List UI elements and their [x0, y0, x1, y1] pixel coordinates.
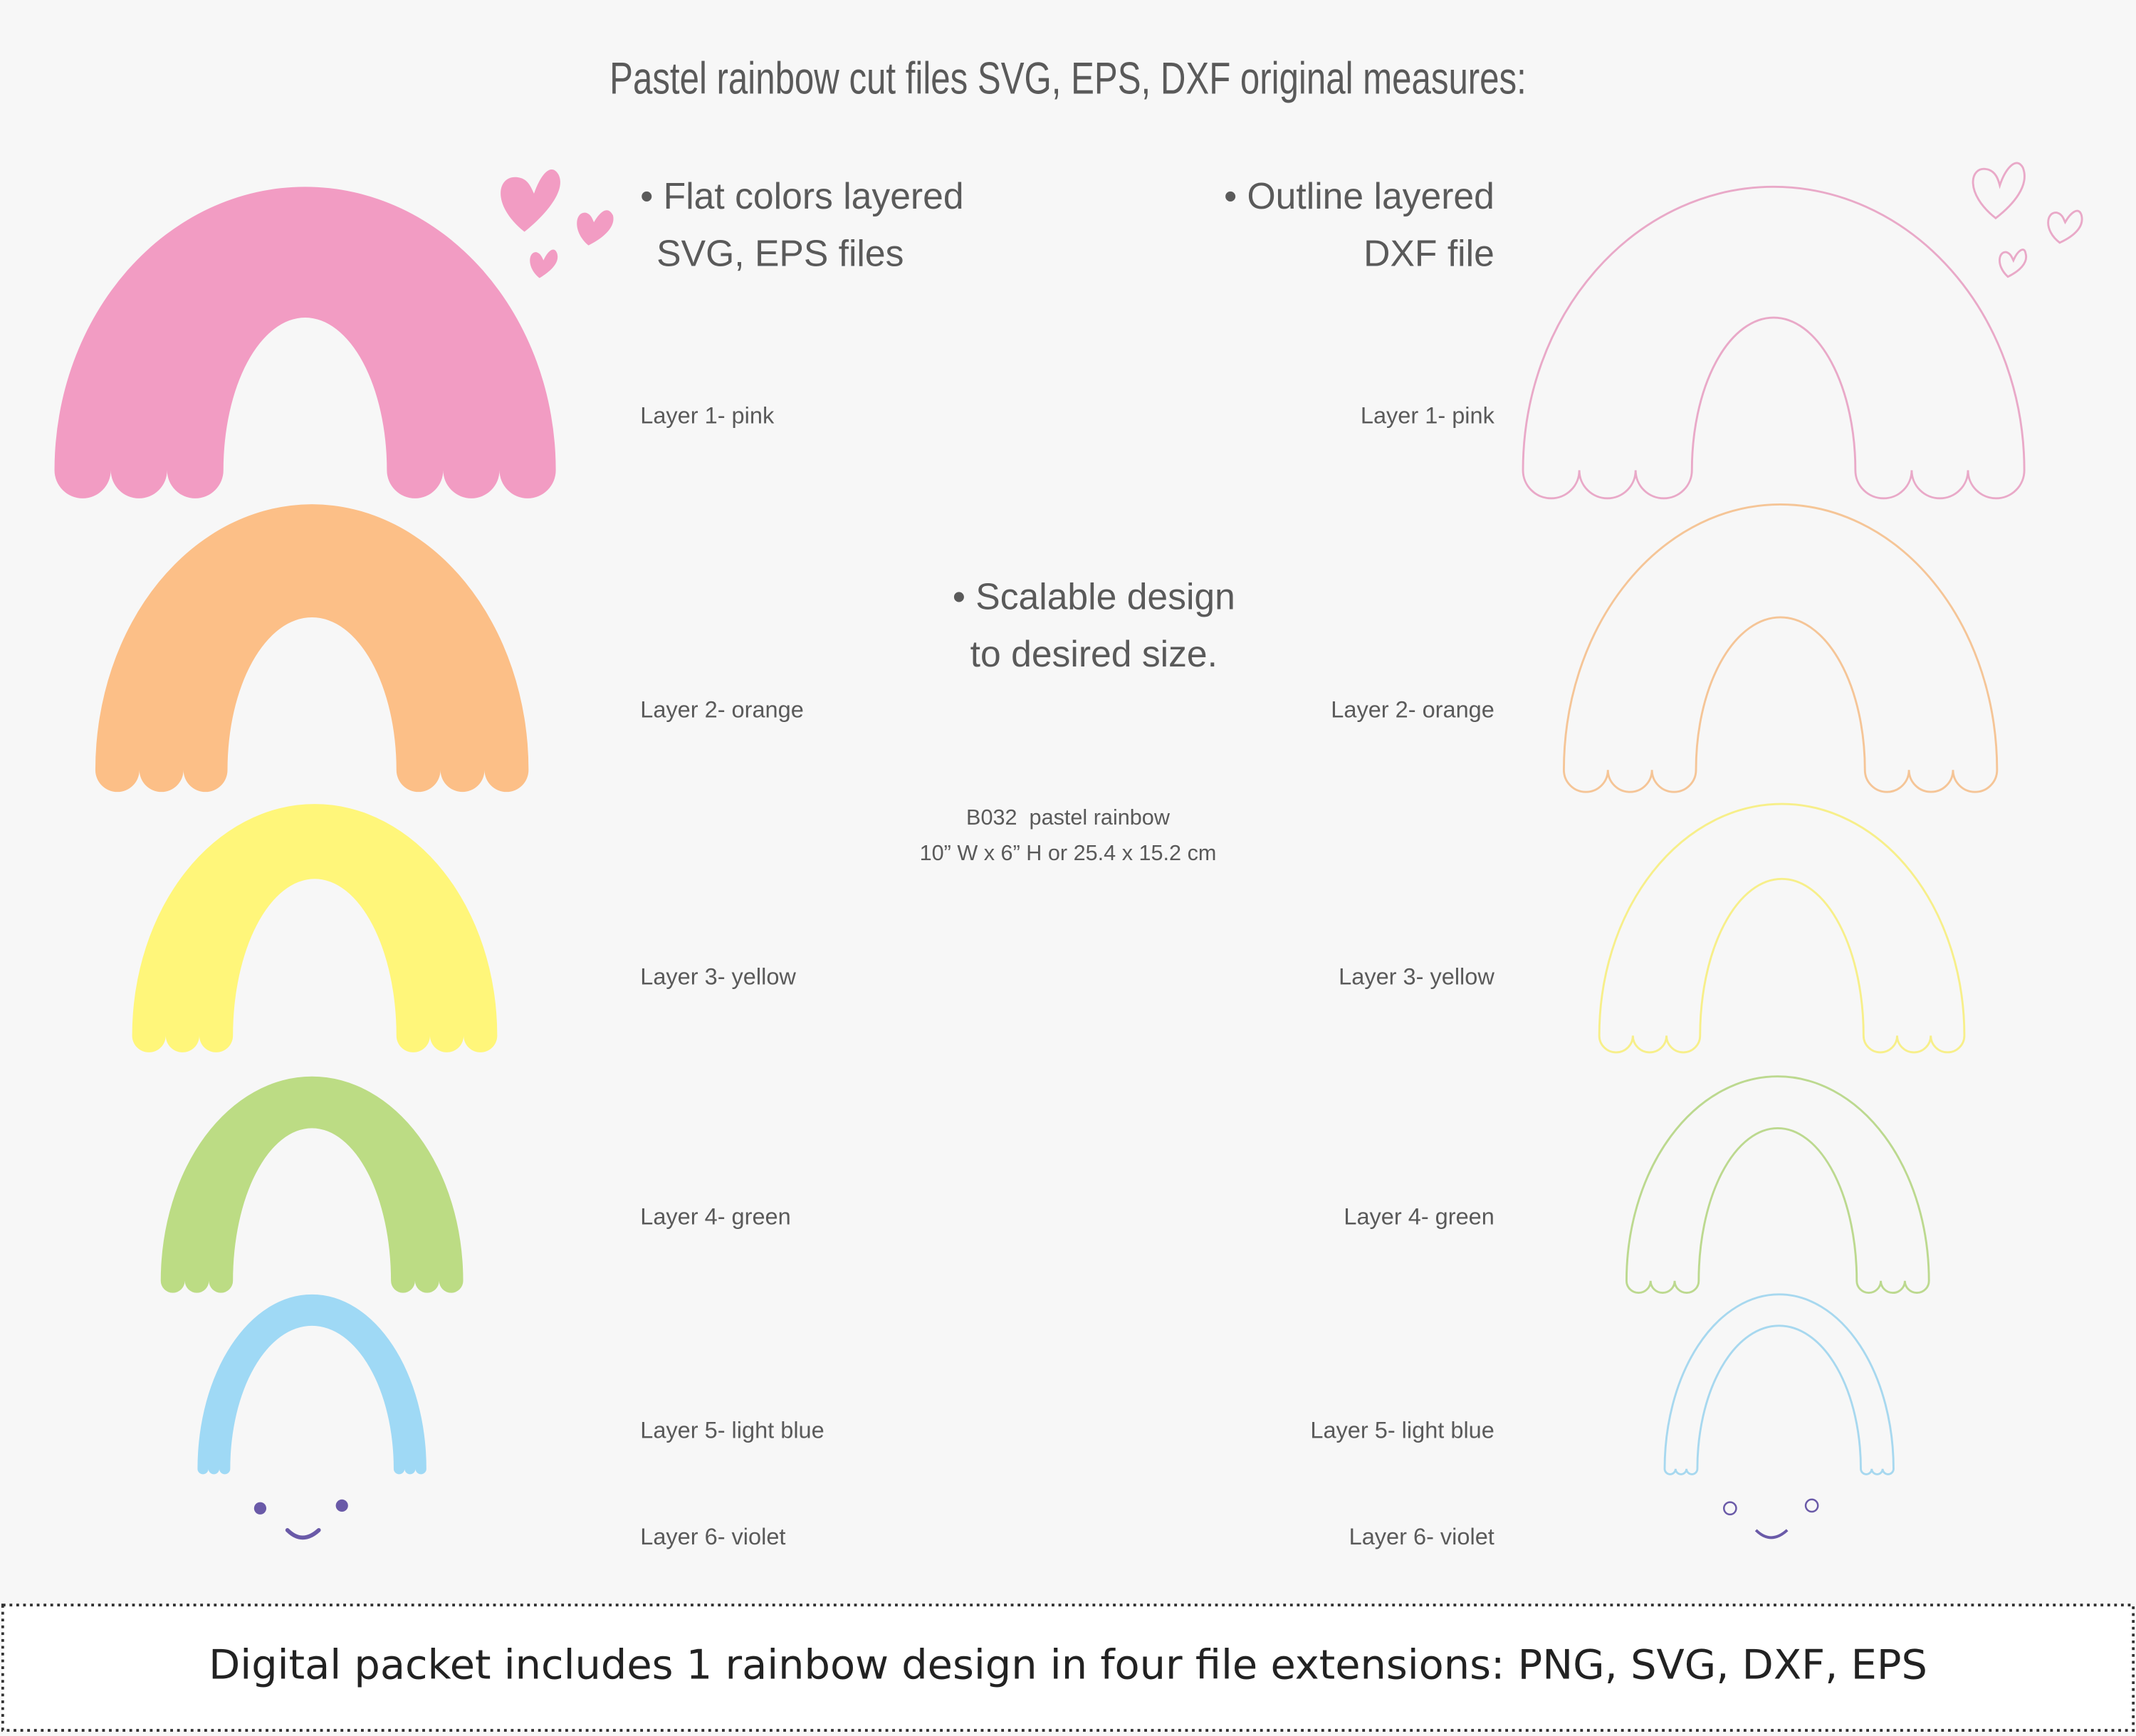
layer-label: Layer 5- light blue: [640, 1418, 824, 1443]
eye: [335, 1499, 348, 1512]
rainbow-layer: [95, 504, 529, 793]
rainbow-outline: [1625, 1075, 1930, 1295]
eye: [1722, 1501, 1737, 1516]
footer-box: [1, 1604, 2135, 1732]
heading: DXF file: [1363, 233, 1494, 274]
product-size: 10” W x 6” H or 25.4 x 15.2 cm: [920, 841, 1217, 865]
layer-label: Layer 3- yellow: [640, 964, 796, 990]
rainbows: [54, 185, 2026, 1475]
footer: Digital packet includes 1 rainbow design…: [209, 1641, 1927, 1689]
rainbow-layer: [160, 1076, 464, 1293]
layer-label: Layer 5- light blue: [1310, 1418, 1494, 1443]
smile: [285, 1527, 321, 1540]
heart: [2047, 209, 2083, 244]
face-filled: [253, 1499, 348, 1540]
layer-label: Layer 1- pink: [1361, 402, 1495, 428]
layer-label: Layer 6- violet: [1349, 1524, 1494, 1549]
heading: • Scalable design: [953, 576, 1235, 617]
heart: [501, 169, 560, 232]
heart: [577, 210, 614, 246]
heading: • Flat colors layered: [640, 175, 963, 216]
rainbow-layer: [132, 804, 498, 1052]
layer-label: Layer 1- pink: [640, 402, 775, 428]
product-code: B032 pastel rainbow: [966, 805, 1171, 830]
rainbow-outline: [1522, 185, 2026, 500]
heading: • Outline layered: [1224, 175, 1494, 216]
smile: [1754, 1529, 1789, 1539]
rainbow-outline: [1598, 802, 1966, 1054]
hearts-filled: [501, 169, 614, 278]
layer-label: Layer 4- green: [640, 1203, 790, 1229]
layer-label: Layer 6- violet: [640, 1524, 785, 1549]
hearts-outline: [1972, 162, 2083, 278]
face-outline: [1722, 1498, 1819, 1539]
heart: [1972, 162, 2026, 220]
layer-label: Layer 2- orange: [1331, 697, 1494, 723]
rainbow-layer: [197, 1294, 426, 1475]
layer-labels: Layer 1- pink Layer 1- pink Layer 2- orang…: [640, 402, 1494, 1549]
heading: to desired size.: [970, 633, 1218, 674]
heart: [530, 249, 558, 278]
rainbow-layer: [54, 187, 556, 498]
eye: [253, 1502, 267, 1515]
eye: [1804, 1498, 1819, 1513]
heading: SVG, EPS files: [656, 233, 904, 274]
title: Pastel rainbow cut files SVG, EPS, DXF o…: [609, 54, 1527, 104]
layer-label: Layer 4- green: [1344, 1203, 1494, 1229]
layer-label: Layer 3- yellow: [1339, 964, 1494, 990]
heart: [1999, 249, 2028, 278]
rainbow-outline: [1663, 1293, 1895, 1475]
rainbow-outline: [1562, 503, 1999, 793]
layer-label: Layer 2- orange: [640, 697, 804, 723]
